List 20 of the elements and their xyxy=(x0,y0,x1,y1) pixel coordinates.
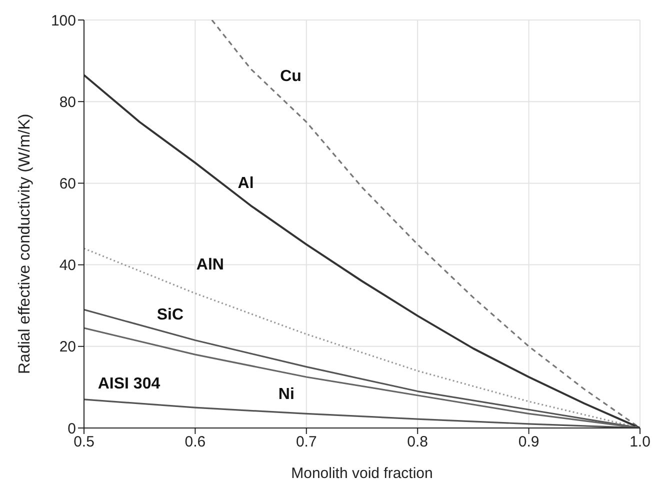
x-tick-label: 1.0 xyxy=(630,434,650,451)
y-tick-label: 20 xyxy=(59,338,76,356)
y-tick-label: 60 xyxy=(59,176,76,193)
y-tick-label: 80 xyxy=(59,94,76,111)
series-label: AlN xyxy=(196,256,224,274)
x-tick-label: 0.5 xyxy=(74,434,94,451)
y-tick-label: 0 xyxy=(68,420,76,438)
series-label: AISI 304 xyxy=(98,376,160,393)
series-label: Al xyxy=(238,174,254,192)
x-tick-label: 0.8 xyxy=(407,434,428,451)
series-label: SiC xyxy=(156,306,184,324)
x-tick-label: 0.9 xyxy=(518,434,540,451)
y-axis-title: Radial effective conductivity (W/m/K) xyxy=(16,114,34,374)
x-tick-label: 0.7 xyxy=(296,434,317,451)
series-label: Cu xyxy=(280,68,302,86)
y-tick-label: 40 xyxy=(59,257,76,274)
y-tick-label: 100 xyxy=(50,12,76,30)
series-label: Ni xyxy=(278,386,294,404)
x-tick-label: 0.6 xyxy=(184,434,206,451)
x-axis-title: Monolith void fraction xyxy=(291,465,433,482)
